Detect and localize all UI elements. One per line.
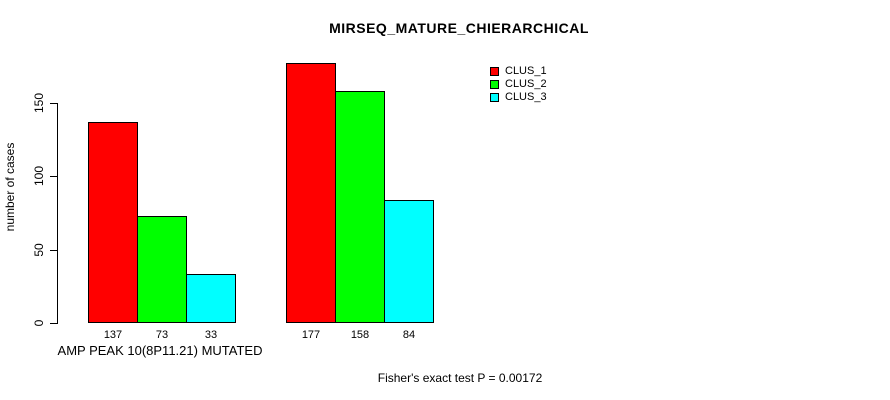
legend: CLUS_1 CLUS_2 CLUS_3 (490, 65, 547, 104)
bar-clus_1-group2 (286, 63, 336, 323)
legend-swatch-clus_2 (490, 80, 499, 89)
x-axis-group-label: AMP PEAK 10(8P11.21) MUTATED (57, 343, 263, 358)
bar-clus_3-group2 (384, 200, 434, 323)
y-axis-label: number of cases (3, 142, 17, 232)
bar-value-label: 177 (301, 329, 321, 341)
y-tick-mark (50, 250, 57, 251)
bar-clus_2-group2 (335, 91, 385, 323)
bar-clus_1-group1 (88, 122, 138, 323)
y-axis-line (57, 103, 58, 324)
y-tick-label: 100 (32, 165, 46, 187)
bar-value-label: 158 (350, 329, 370, 341)
y-tick-label: 150 (32, 92, 46, 114)
legend-swatch-clus_1 (490, 67, 499, 76)
y-tick-label: 50 (32, 243, 46, 257)
chart-title: MIRSEQ_MATURE_CHIERARCHICAL (329, 20, 589, 36)
bar-clus_2-group1 (137, 216, 187, 323)
y-tick-label: 0 (32, 319, 46, 327)
legend-row: CLUS_3 (490, 91, 547, 104)
y-tick-mark (50, 323, 57, 324)
legend-label: CLUS_1 (505, 65, 547, 77)
legend-label: CLUS_2 (505, 78, 547, 90)
fisher-test-annotation: Fisher's exact test P = 0.00172 (377, 371, 543, 385)
bar-clus_3-group1 (186, 274, 236, 323)
bar-value-label: 73 (155, 329, 169, 341)
y-tick-mark (50, 103, 57, 104)
bar-value-label: 84 (402, 329, 416, 341)
legend-row: CLUS_2 (490, 78, 547, 91)
bar-value-label: 137 (103, 329, 123, 341)
bar-value-label: 33 (204, 329, 218, 341)
legend-label: CLUS_3 (505, 91, 547, 103)
y-tick-mark (50, 176, 57, 177)
legend-row: CLUS_1 (490, 65, 547, 78)
legend-swatch-clus_3 (490, 93, 499, 102)
